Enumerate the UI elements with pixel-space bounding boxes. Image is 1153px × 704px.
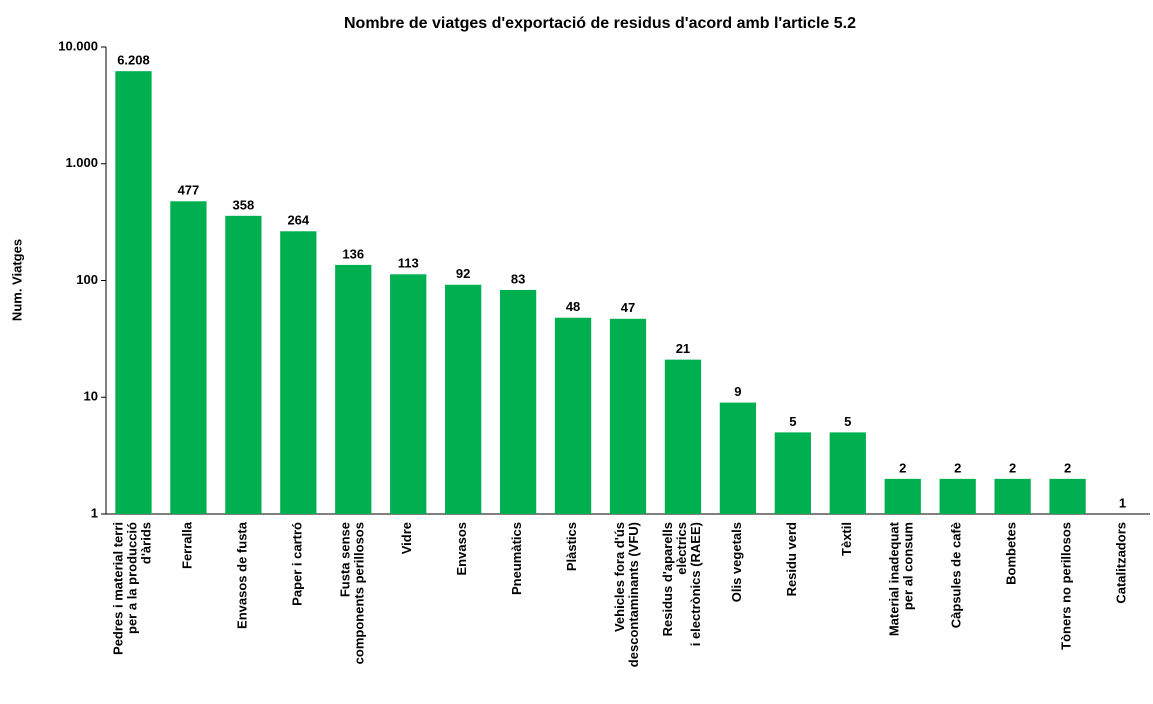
bar [884, 478, 921, 514]
bar [499, 289, 537, 514]
x-tick-label: Tòners no perillosos [1059, 522, 1074, 650]
x-tick-label: Catalitzadors [1114, 522, 1129, 604]
y-tick-label: 10 [84, 389, 98, 404]
x-tick-label: Pedres i material terriper a la producci… [111, 522, 154, 655]
value-label: 477 [178, 183, 200, 198]
bar [115, 71, 152, 515]
value-label: 1 [1119, 495, 1126, 510]
x-tick-label: Vidre [400, 522, 415, 554]
x-tick-label: Envasos de fusta [235, 521, 250, 629]
bar [609, 318, 647, 514]
x-tick-label: Tèxtil [839, 522, 854, 556]
bar [829, 432, 866, 514]
bar [335, 264, 372, 514]
x-tick-label: Plàstics [564, 522, 579, 571]
x-tick-label-line: Olis vegetals [729, 522, 744, 602]
x-tick-label-line: Residus d'aparells [660, 522, 675, 636]
value-label: 113 [398, 256, 419, 271]
x-tick-label-line: Plàstics [564, 522, 579, 571]
x-tick-label-line: d'àrids [139, 522, 154, 564]
bar [225, 215, 262, 514]
x-tick-label-line: elèctrics [674, 522, 689, 575]
bar [994, 478, 1031, 514]
x-tick-label-line: Pneumàtics [510, 522, 525, 595]
x-tick-label-line: Bombetes [1004, 522, 1019, 585]
x-tick-label: Paper i cartró [290, 522, 305, 606]
x-tick-label-line: Càpsules de cafè [949, 522, 964, 628]
bar [170, 201, 207, 515]
x-tick-label-line: Envasos de fusta [235, 521, 250, 629]
x-tick-label-line: Catalitzadors [1114, 522, 1129, 604]
x-tick-label-line: Vidre [400, 522, 415, 554]
value-label: 21 [676, 341, 690, 356]
value-label: 264 [287, 213, 309, 228]
x-tick-label: Vehicles fora d'úsdescontaminants (VFU) [612, 522, 641, 667]
bar [939, 478, 976, 514]
x-tick-label-line: per a la producció [125, 522, 140, 634]
x-tick-label: Material inadequatper al consum [887, 521, 916, 636]
value-label: 2 [899, 460, 906, 475]
x-tick-label: Ferralla [180, 521, 195, 569]
y-tick-label: 1.000 [65, 155, 98, 170]
x-tick-label-line: Tòners no perillosos [1059, 522, 1074, 650]
bar [774, 432, 811, 514]
x-tick-label: Envasos [455, 522, 470, 575]
value-label: 2 [954, 460, 961, 475]
x-tick-label-line: i electrònics (RAEE) [688, 522, 703, 646]
value-label: 358 [233, 197, 255, 212]
x-tick-label-line: per al consum [901, 522, 916, 610]
x-tick-label-line: Vehicles fora d'ús [612, 522, 627, 632]
value-label: 92 [456, 266, 470, 281]
x-tick-label-line: descontaminants (VFU) [626, 522, 641, 667]
bar [445, 284, 482, 514]
y-tick-label: 10.000 [58, 38, 98, 53]
x-tick-label: Olis vegetals [729, 522, 744, 602]
x-tick-label: Pneumàtics [510, 522, 525, 595]
value-label: 83 [511, 271, 525, 286]
x-tick-label-line: Ferralla [180, 521, 195, 569]
x-tick-label-line: Paper i cartró [290, 522, 305, 606]
value-label: 5 [789, 414, 796, 429]
bar [719, 402, 757, 514]
x-tick-label: Residu verd [784, 522, 799, 596]
value-label: 136 [342, 246, 364, 261]
value-label: 2 [1009, 460, 1016, 475]
x-tick-label: Càpsules de cafè [949, 522, 964, 628]
value-label: 6.208 [117, 53, 150, 68]
value-label: 9 [734, 384, 741, 399]
bar [280, 231, 317, 514]
x-tick-label: Residus d'aparellselèctricsi electrònics… [660, 522, 703, 646]
value-label: 5 [844, 414, 851, 429]
value-label: 48 [566, 299, 580, 314]
y-tick-label: 100 [76, 272, 98, 287]
x-tick-label-line: Envasos [455, 522, 470, 575]
value-label: 47 [621, 300, 635, 315]
x-tick-label-line: Material inadequat [887, 521, 902, 636]
bar [1049, 478, 1086, 514]
x-tick-label-line: Fusta sense [338, 522, 353, 597]
y-tick-label: 1 [91, 505, 98, 520]
x-tick-label-line: Residu verd [784, 522, 799, 596]
x-tick-label-line: Pedres i material terri [111, 522, 126, 655]
value-label: 2 [1064, 460, 1071, 475]
x-tick-label-line: components perillosos [352, 522, 367, 664]
y-axis-title: Num. Viatges [9, 239, 24, 321]
x-tick-label-line: Tèxtil [839, 522, 854, 556]
x-tick-label: Bombetes [1004, 522, 1019, 585]
chart-title: Nombre de viatges d'exportació de residu… [344, 15, 856, 32]
x-tick-label: Fusta sensecomponents perillosos [338, 522, 367, 664]
bar [390, 274, 427, 514]
bar [664, 359, 702, 514]
bar [554, 317, 592, 514]
